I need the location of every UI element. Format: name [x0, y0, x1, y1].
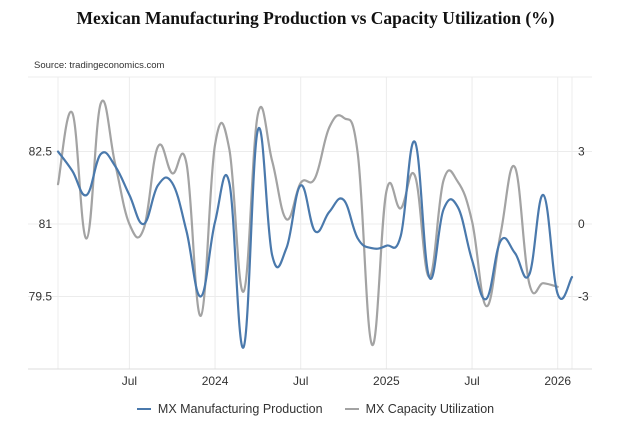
- chart-title: Mexican Manufacturing Production vs Capa…: [76, 8, 555, 28]
- legend-label: MX Manufacturing Production: [157, 402, 323, 416]
- y-left-tick-label: 82.5: [29, 145, 53, 159]
- legend-label: MX Capacity Utilization: [365, 402, 495, 416]
- y-right-tick-label: -3: [578, 289, 589, 303]
- x-tick-label: Jul: [122, 374, 137, 388]
- legend-item-capacity-utilization[interactable]: MX Capacity Utilization: [344, 402, 495, 416]
- y-right-tick-label: 3: [578, 145, 585, 159]
- x-tick-label: Jul: [293, 374, 308, 388]
- series-line-manufacturing-production: [56, 126, 574, 349]
- legend: MX Manufacturing Production MX Capacity …: [0, 402, 631, 416]
- x-tick-label: 2024: [202, 374, 229, 388]
- y-left-tick-label: 79.5: [29, 289, 53, 303]
- y-right-tick-label: 0: [578, 217, 585, 231]
- x-tick-label: 2025: [373, 374, 400, 388]
- series-layer: [56, 99, 574, 349]
- x-tick-label: 2026: [544, 374, 571, 388]
- source-label: Source: tradingeconomics.com: [34, 60, 165, 71]
- y-left-tick-label: 81: [39, 217, 53, 231]
- legend-swatch-gray: [344, 408, 359, 410]
- series-line-capacity-utilization: [56, 99, 559, 346]
- legend-swatch-blue: [136, 408, 151, 410]
- grid: [28, 76, 592, 369]
- x-tick-label: Jul: [464, 374, 479, 388]
- axes: 82.5 81 79.5 3 0 -3 Jul 2024 Jul 2025 Jul 2026: [28, 145, 592, 388]
- legend-item-manufacturing-production[interactable]: MX Manufacturing Production: [136, 402, 323, 416]
